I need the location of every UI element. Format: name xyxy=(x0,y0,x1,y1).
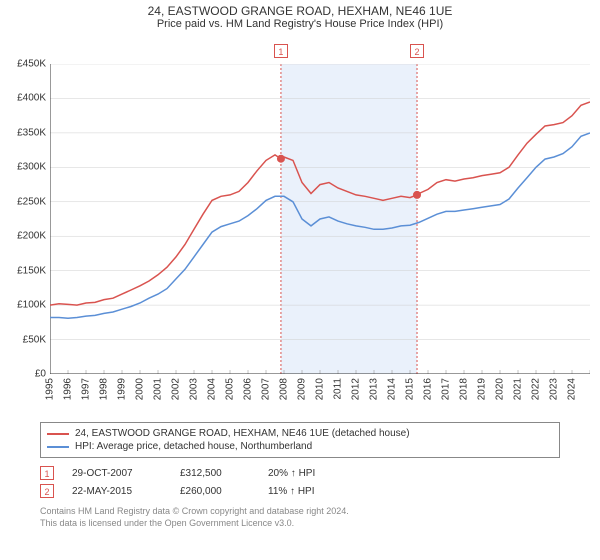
x-tick-label: 2013 xyxy=(369,378,380,400)
x-tick-label: 1998 xyxy=(99,378,110,400)
x-tick-label: 2009 xyxy=(297,378,308,400)
x-tick-label: 2008 xyxy=(279,378,290,400)
chart-svg xyxy=(50,64,590,374)
y-tick-label: £450K xyxy=(17,59,46,70)
sales-table: 1 29-OCT-2007 £312,500 20% ↑ HPI 2 22-MAY-201… xyxy=(40,464,560,500)
x-tick-label: 1997 xyxy=(81,378,92,400)
legend-swatch xyxy=(47,433,69,435)
sales-row: 2 22-MAY-2015 £260,000 11% ↑ HPI xyxy=(40,482,560,500)
x-tick-label: 2018 xyxy=(459,378,470,400)
x-tick-label: 2017 xyxy=(441,378,452,400)
x-tick-label: 2015 xyxy=(405,378,416,400)
x-tick-label: 2024 xyxy=(567,378,578,400)
x-tick-label: 2019 xyxy=(477,378,488,400)
x-tick-label: 1999 xyxy=(117,378,128,400)
sales-row-badge: 1 xyxy=(40,466,54,480)
sale-marker-badge: 1 xyxy=(274,44,288,58)
x-tick-label: 2003 xyxy=(189,378,200,400)
sales-row-delta: 20% ↑ HPI xyxy=(268,468,338,479)
y-tick-label: £300K xyxy=(17,162,46,173)
sales-row-delta: 11% ↑ HPI xyxy=(268,486,338,497)
x-tick-label: 2021 xyxy=(513,378,524,400)
sales-row-badge: 2 xyxy=(40,484,54,498)
y-axis: £0£50K£100K£150K£200K£250K£300K£350K£400… xyxy=(0,64,48,374)
legend-row: 24, EASTWOOD GRANGE ROAD, HEXHAM, NE46 1… xyxy=(47,427,553,440)
sales-row-date: 22-MAY-2015 xyxy=(72,486,162,497)
sale-marker-dot xyxy=(413,191,421,199)
x-tick-label: 1995 xyxy=(45,378,56,400)
y-tick-label: £200K xyxy=(17,231,46,242)
y-tick-label: £150K xyxy=(17,265,46,276)
sales-row-date: 29-OCT-2007 xyxy=(72,468,162,479)
x-tick-label: 2023 xyxy=(549,378,560,400)
x-tick-label: 2012 xyxy=(351,378,362,400)
x-tick-label: 2011 xyxy=(333,378,344,400)
legend-row: HPI: Average price, detached house, Nort… xyxy=(47,440,553,453)
plot-area: 12 xyxy=(50,64,590,374)
y-tick-label: £50K xyxy=(23,334,46,345)
x-tick-label: 2010 xyxy=(315,378,326,400)
legend: 24, EASTWOOD GRANGE ROAD, HEXHAM, NE46 1… xyxy=(40,422,560,458)
x-axis: 1995199619971998199920002001200220032004… xyxy=(50,374,590,414)
x-tick-label: 2001 xyxy=(153,378,164,400)
x-tick-label: 2006 xyxy=(243,378,254,400)
page-subtitle: Price paid vs. HM Land Registry's House … xyxy=(0,18,600,36)
sale-marker-badge: 2 xyxy=(410,44,424,58)
x-tick-label: 2005 xyxy=(225,378,236,400)
x-tick-label: 2002 xyxy=(171,378,182,400)
y-tick-label: £100K xyxy=(17,300,46,311)
sales-row-price: £312,500 xyxy=(180,468,250,479)
legend-label: HPI: Average price, detached house, Nort… xyxy=(75,441,312,452)
sales-row: 1 29-OCT-2007 £312,500 20% ↑ HPI xyxy=(40,464,560,482)
y-tick-label: £250K xyxy=(17,196,46,207)
x-tick-label: 2004 xyxy=(207,378,218,400)
y-tick-label: £400K xyxy=(17,93,46,104)
footer-line-1: Contains HM Land Registry data © Crown c… xyxy=(40,506,560,518)
sale-marker-dot xyxy=(277,155,285,163)
page-title: 24, EASTWOOD GRANGE ROAD, HEXHAM, NE46 1… xyxy=(0,0,600,18)
legend-label: 24, EASTWOOD GRANGE ROAD, HEXHAM, NE46 1… xyxy=(75,428,410,439)
sales-row-price: £260,000 xyxy=(180,486,250,497)
x-tick-label: 2020 xyxy=(495,378,506,400)
footer: Contains HM Land Registry data © Crown c… xyxy=(40,506,560,529)
x-tick-label: 2014 xyxy=(387,378,398,400)
x-tick-label: 2000 xyxy=(135,378,146,400)
x-tick-label: 1996 xyxy=(63,378,74,400)
x-tick-label: 2007 xyxy=(261,378,272,400)
x-tick-label: 2022 xyxy=(531,378,542,400)
footer-line-2: This data is licensed under the Open Gov… xyxy=(40,518,560,530)
y-tick-label: £350K xyxy=(17,127,46,138)
x-tick-label: 2016 xyxy=(423,378,434,400)
legend-swatch xyxy=(47,446,69,448)
chart-container: £0£50K£100K£150K£200K£250K£300K£350K£400… xyxy=(0,36,600,416)
